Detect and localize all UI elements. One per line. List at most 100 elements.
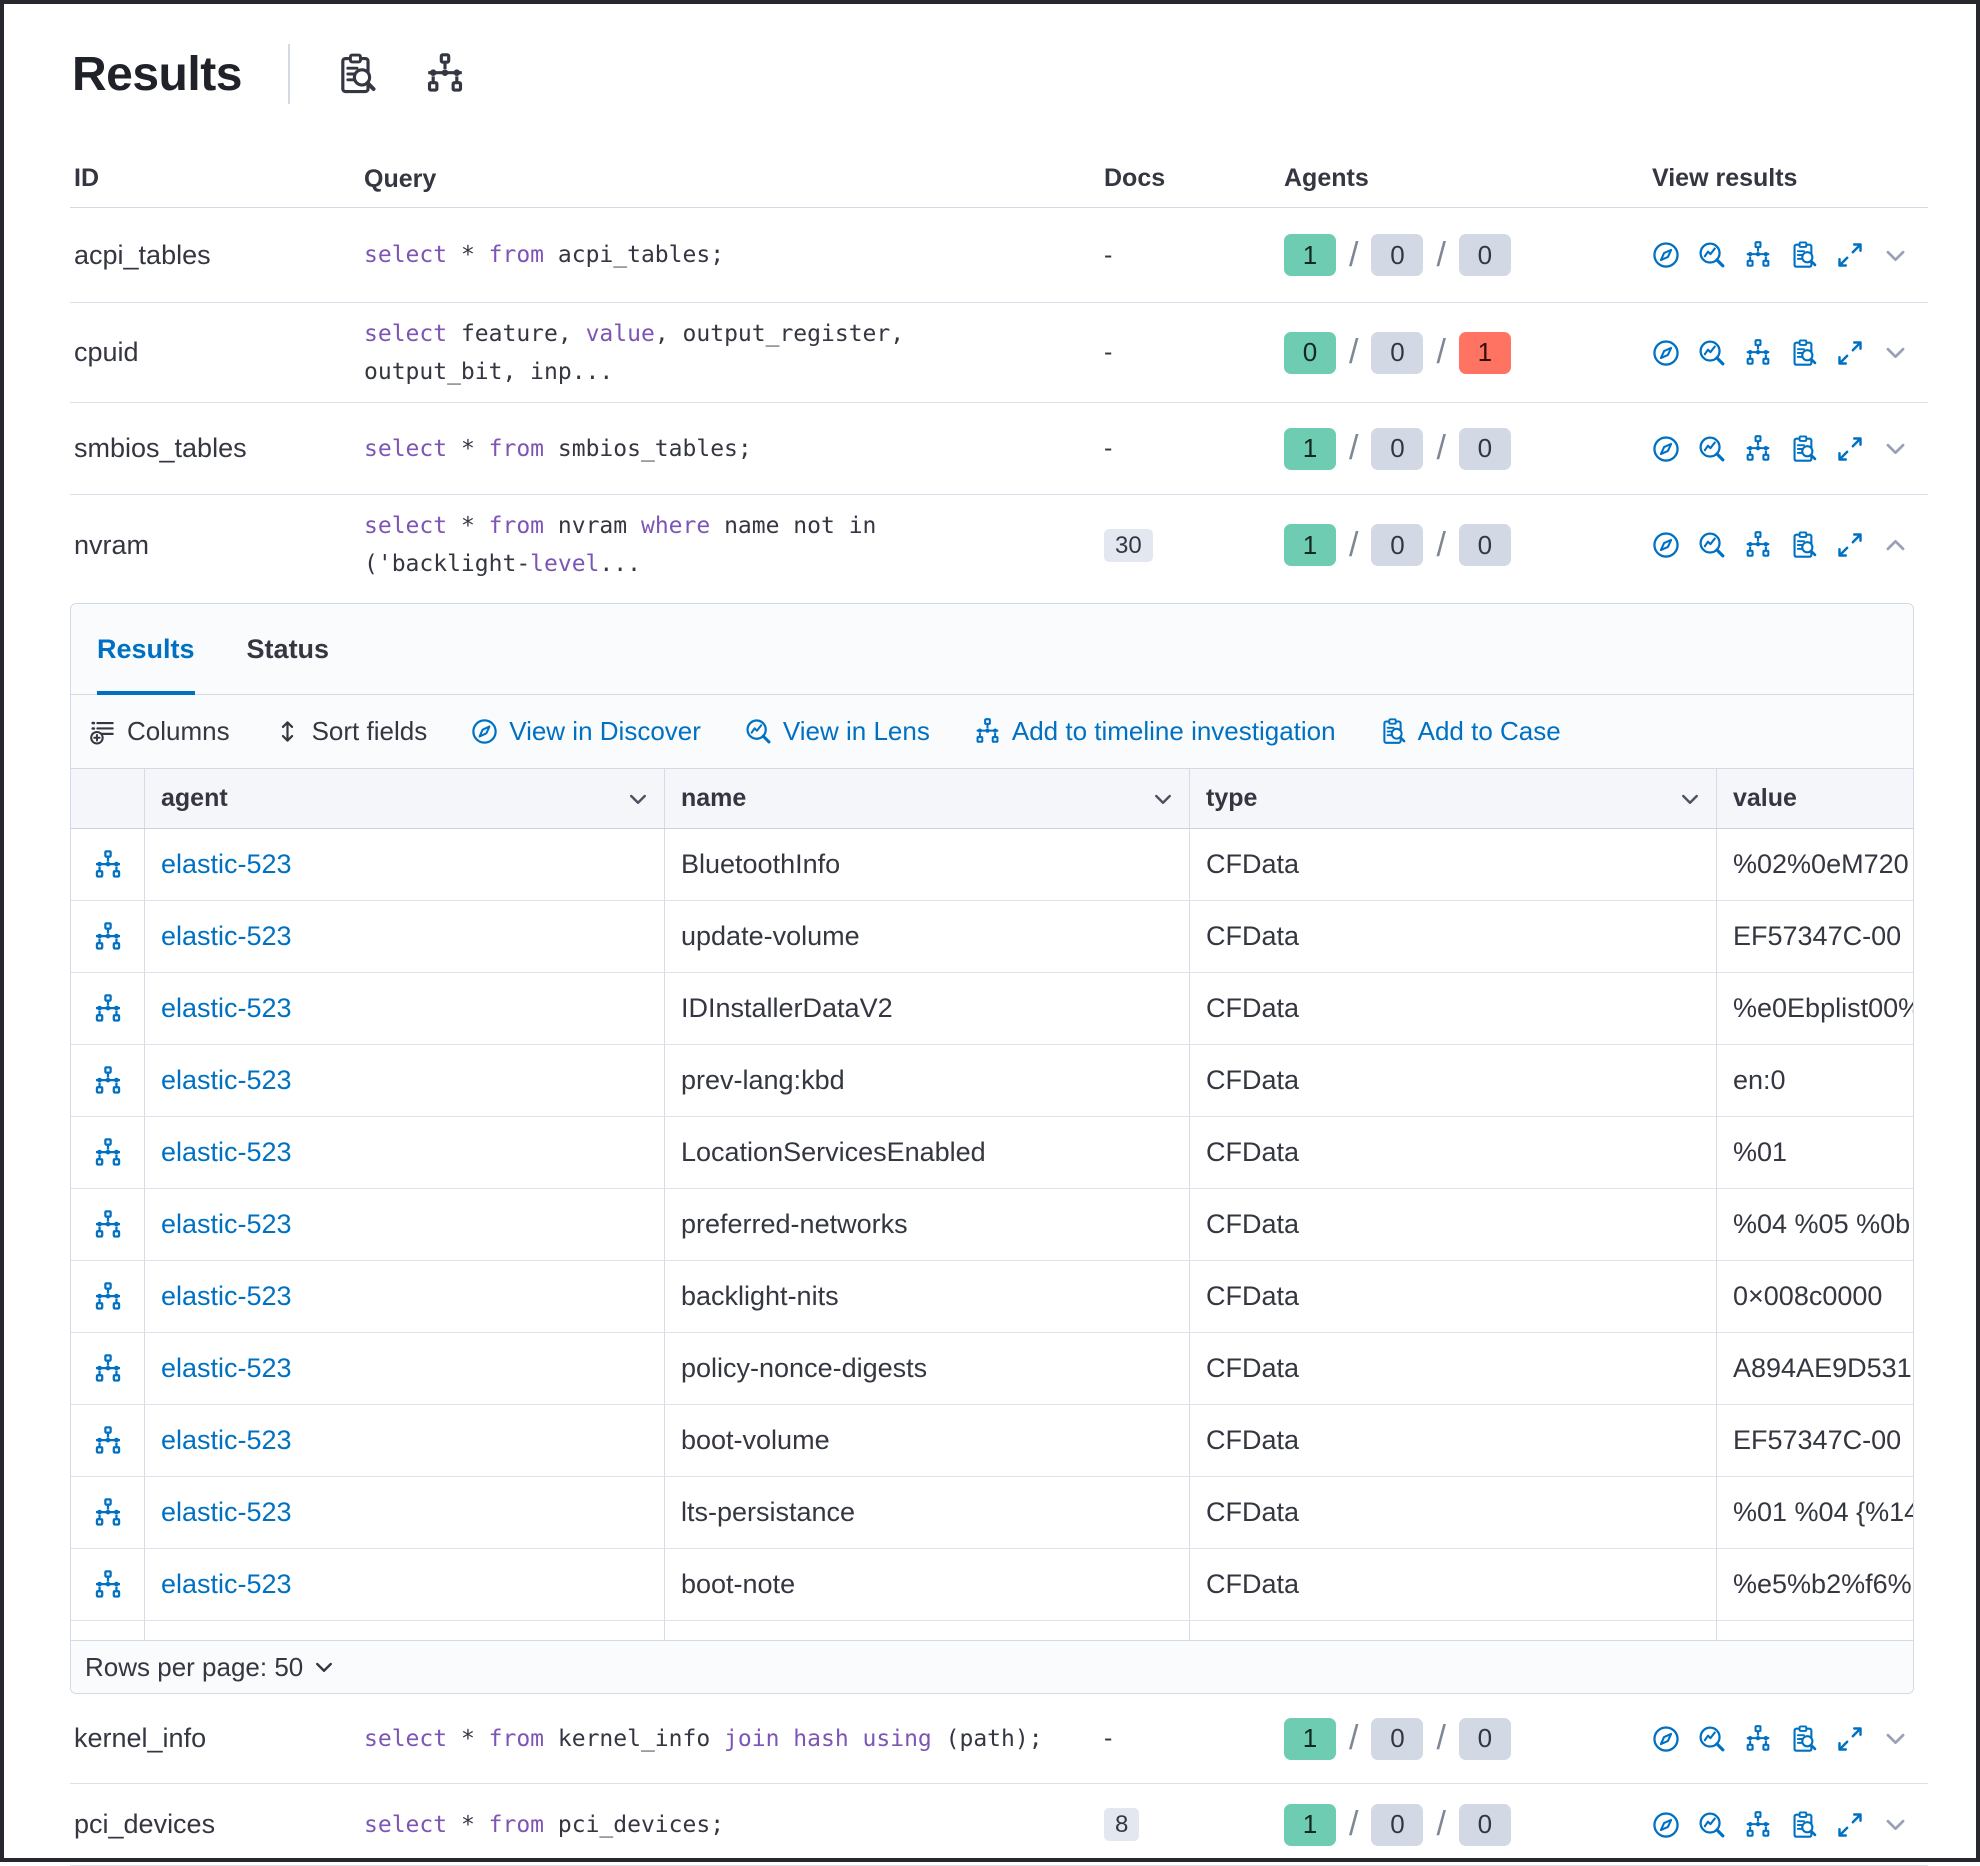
- type-cell: CFData: [1190, 901, 1717, 972]
- agent-link[interactable]: elastic-523: [161, 1281, 292, 1311]
- tab-status[interactable]: Status: [246, 633, 330, 664]
- add-row-to-timeline-button[interactable]: [93, 1498, 123, 1528]
- view-in-lens-icon-button[interactable]: [1698, 1811, 1726, 1839]
- agent-cell: elastic-523: [145, 901, 665, 972]
- add-to-timeline-icon-button[interactable]: [1744, 435, 1772, 463]
- add-row-to-timeline-button[interactable]: [93, 1570, 123, 1600]
- grid-col-header-agent[interactable]: agent: [145, 769, 665, 828]
- add-row-to-timeline-button[interactable]: [93, 1138, 123, 1168]
- agent-link[interactable]: elastic-523: [161, 1497, 292, 1527]
- grid-col-header-name[interactable]: name: [665, 769, 1190, 828]
- view-in-discover-icon-button[interactable]: [1652, 435, 1680, 463]
- tab-results[interactable]: Results: [97, 604, 195, 695]
- clipboard-search-icon: [336, 53, 378, 95]
- name-cell: [665, 1621, 1190, 1640]
- agent-link[interactable]: elastic-523: [161, 1569, 292, 1599]
- agents-separator: /: [1349, 525, 1359, 564]
- view-in-discover-icon-button[interactable]: [1652, 1811, 1680, 1839]
- row-controls: [71, 1189, 145, 1260]
- view-in-discover-icon-button[interactable]: [1652, 241, 1680, 269]
- view-in-lens-icon-button[interactable]: [1698, 339, 1726, 367]
- type-cell: CFData: [1190, 829, 1717, 900]
- expand-results-button[interactable]: [1836, 1725, 1864, 1753]
- add-to-timeline-icon-button[interactable]: [1744, 339, 1772, 367]
- toggle-row-details-button[interactable]: [1882, 242, 1909, 269]
- agents-status: 1 / 0 / 0: [1254, 427, 1638, 470]
- add-to-case-button[interactable]: Add to Case: [1380, 716, 1561, 747]
- query-row-pci_devices: pci_devices select * from pci_devices; 8…: [70, 1784, 1928, 1866]
- agent-link[interactable]: elastic-523: [161, 1065, 292, 1095]
- agents-status: 1 / 0 / 0: [1254, 1803, 1638, 1846]
- add-to-timeline-icon-button[interactable]: [1744, 531, 1772, 559]
- toggle-row-details-button[interactable]: [1882, 435, 1909, 462]
- row-controls: [71, 1333, 145, 1404]
- view-in-discover-icon-button[interactable]: [1652, 339, 1680, 367]
- expand-results-button[interactable]: [1836, 1811, 1864, 1839]
- chevron-down-icon: [626, 787, 650, 811]
- expand-results-button[interactable]: [1836, 531, 1864, 559]
- toggle-row-details-button[interactable]: [1882, 1725, 1909, 1752]
- view-in-lens-button[interactable]: View in Lens: [745, 716, 930, 747]
- view-in-lens-icon-button[interactable]: [1698, 1725, 1726, 1753]
- agent-link[interactable]: elastic-523: [161, 1425, 292, 1455]
- agent-link[interactable]: elastic-523: [161, 1209, 292, 1239]
- title-divider: [287, 44, 290, 104]
- sort-arrows-icon: [274, 718, 301, 745]
- agent-cell: elastic-523: [145, 1117, 665, 1188]
- add-to-timeline-icon-button[interactable]: [1744, 1725, 1772, 1753]
- add-row-to-timeline-button[interactable]: [93, 1426, 123, 1456]
- timeline-graph-icon: [93, 1498, 123, 1528]
- grid-col-header-value[interactable]: value: [1717, 769, 1913, 828]
- view-in-discover-icon-button[interactable]: [1652, 1725, 1680, 1753]
- expand-results-button[interactable]: [1836, 435, 1864, 463]
- agent-link[interactable]: elastic-523: [161, 1353, 292, 1383]
- packs-icon-button[interactable]: [424, 53, 466, 95]
- add-to-case-icon-button[interactable]: [1790, 1725, 1818, 1753]
- add-to-case-icon-button[interactable]: [1790, 339, 1818, 367]
- view-in-discover-icon-button[interactable]: [1652, 531, 1680, 559]
- agent-link[interactable]: elastic-523: [161, 849, 292, 879]
- view-results-actions: [1652, 339, 1928, 367]
- query-row-nvram: nvram select * from nvram where name not…: [70, 495, 1928, 595]
- timeline-graph-icon: [93, 1210, 123, 1240]
- expand-results-button[interactable]: [1836, 241, 1864, 269]
- view-in-lens-icon-button[interactable]: [1698, 241, 1726, 269]
- add-to-case-icon-button[interactable]: [1790, 241, 1818, 269]
- add-row-to-timeline-button[interactable]: [93, 1066, 123, 1096]
- add-row-to-timeline-button[interactable]: [93, 1282, 123, 1312]
- toggle-row-details-button[interactable]: [1882, 532, 1909, 559]
- add-to-timeline-investigation-button[interactable]: Add to timeline investigation: [974, 716, 1336, 747]
- add-to-case-icon-button[interactable]: [1790, 435, 1818, 463]
- add-to-timeline-icon-button[interactable]: [1744, 1811, 1772, 1839]
- grid-col-header-type[interactable]: type: [1190, 769, 1717, 828]
- timeline-graph-icon: [1744, 1811, 1772, 1839]
- add-to-case-icon-button[interactable]: [1790, 1811, 1818, 1839]
- columns-button[interactable]: Columns: [89, 716, 230, 747]
- rows-per-page-button[interactable]: Rows per page: 50: [85, 1652, 336, 1683]
- add-row-to-timeline-button[interactable]: [93, 922, 123, 952]
- agents-separator: /: [1349, 235, 1359, 274]
- add-to-timeline-icon-button[interactable]: [1744, 241, 1772, 269]
- agent-link[interactable]: elastic-523: [161, 993, 292, 1023]
- add-row-to-timeline-button[interactable]: [93, 850, 123, 880]
- toggle-row-details-button[interactable]: [1882, 339, 1909, 366]
- add-row-to-timeline-button[interactable]: [93, 1210, 123, 1240]
- agents-pending-badge: 0: [1371, 524, 1424, 566]
- expand-results-button[interactable]: [1836, 339, 1864, 367]
- view-in-lens-icon-button[interactable]: [1698, 435, 1726, 463]
- sort-fields-button[interactable]: Sort fields: [274, 716, 427, 747]
- name-cell: update-volume: [665, 901, 1190, 972]
- timeline-graph-icon: [93, 1570, 123, 1600]
- view-in-lens-icon-button[interactable]: [1698, 531, 1726, 559]
- result-row: elastic-523 update-volume CFData EF57347…: [71, 901, 1913, 973]
- live-query-details-icon-button[interactable]: [336, 53, 378, 95]
- agent-link[interactable]: elastic-523: [161, 1137, 292, 1167]
- agent-link[interactable]: elastic-523: [161, 921, 292, 951]
- name-cell: preferred-networks: [665, 1189, 1190, 1260]
- add-row-to-timeline-button[interactable]: [93, 1354, 123, 1384]
- view-in-discover-button[interactable]: View in Discover: [471, 716, 701, 747]
- agents-separator: /: [1436, 333, 1446, 371]
- toggle-row-details-button[interactable]: [1882, 1811, 1909, 1838]
- add-row-to-timeline-button[interactable]: [93, 994, 123, 1024]
- add-to-case-icon-button[interactable]: [1790, 531, 1818, 559]
